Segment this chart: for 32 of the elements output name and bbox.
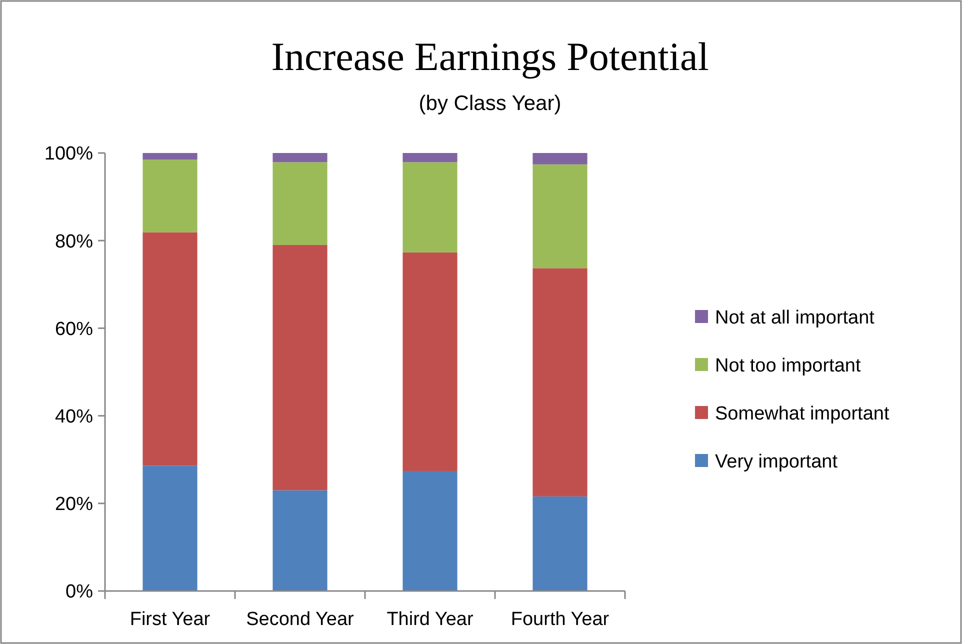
bar	[402, 252, 458, 471]
y-tick-label: 40%	[54, 406, 94, 428]
y-tick-label: 80%	[54, 231, 94, 252]
bar	[532, 153, 588, 164]
bar	[402, 162, 458, 252]
chart-subtitle: (by Class Year)	[418, 92, 562, 115]
y-tick-label: 0%	[66, 582, 94, 603]
y-tick-label: 60%	[54, 318, 94, 340]
y-tick-label: 20%	[54, 494, 94, 516]
x-tick-label: First Year	[130, 609, 211, 630]
bar	[272, 244, 328, 490]
bar	[532, 496, 588, 591]
legend-label: Very important	[715, 452, 838, 473]
y-tick-label: 100%	[44, 144, 94, 165]
bar	[272, 162, 328, 245]
bar	[402, 470, 458, 591]
bar	[142, 232, 198, 466]
bar	[402, 153, 458, 162]
x-tick-label: Third Year	[386, 609, 474, 630]
chart-title: Increase Earnings Potential	[271, 34, 709, 79]
bar	[142, 153, 198, 160]
bar	[142, 466, 198, 591]
bar	[142, 160, 198, 232]
x-tick-label: Second Year	[246, 609, 355, 630]
legend-label: Not at all important	[715, 308, 876, 329]
x-tick-label: Fourth Year	[510, 609, 610, 630]
bar	[272, 490, 328, 591]
bar	[272, 153, 328, 162]
legend-label: Somewhat important	[715, 404, 890, 425]
bar	[532, 268, 588, 496]
bar	[532, 164, 588, 268]
legend-label: Not too important	[715, 356, 862, 377]
